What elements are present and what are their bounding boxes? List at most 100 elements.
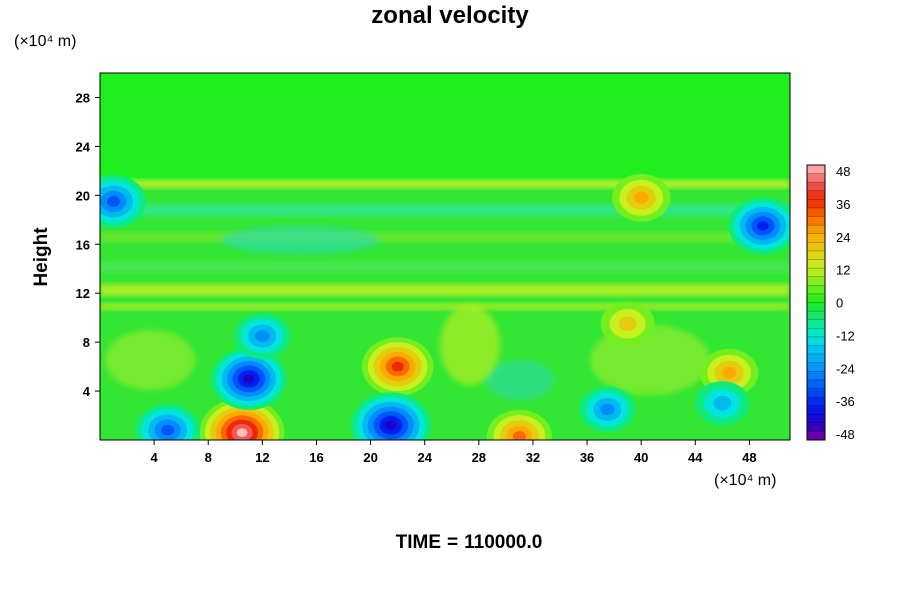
colorbar-swatch-11: [807, 259, 825, 269]
colorbar-swatch-12: [807, 268, 825, 278]
x-tick-label-6: 28: [472, 450, 486, 465]
upper-band: [100, 73, 790, 181]
x-tick-label-8: 36: [580, 450, 594, 465]
layer-band-11: [100, 303, 790, 310]
feature-9: [699, 348, 759, 397]
x-tick-label-10: 44: [688, 450, 703, 465]
feature-6: [611, 173, 671, 222]
colorbar-frame: [806, 164, 826, 441]
x-unit-label: (×10⁴ m): [714, 472, 777, 489]
layer-band-16: [100, 232, 790, 242]
colorbar-swatch-4: [807, 199, 825, 209]
feature-2: [361, 337, 434, 396]
colorbar-swatch-31: [807, 431, 825, 441]
feature-6-contour-3: [633, 191, 649, 204]
colorbar-swatch-1: [807, 173, 825, 183]
colorbar-swatch-28: [807, 405, 825, 415]
y-tick-label-2: 12: [76, 286, 90, 301]
chart-title: zonal velocity: [371, 2, 529, 29]
layer-band-20: [100, 180, 790, 188]
x-tick-label-1: 8: [205, 450, 212, 465]
time-readout: TIME = 110000.0: [0, 532, 900, 554]
layer-band-12: [100, 284, 790, 296]
feature-8-contour-2: [618, 316, 637, 332]
colorbar: 48 36 24 12 0 -12 -24 -36 -48: [806, 164, 855, 442]
colorbar-swatch-5: [807, 207, 825, 217]
feature-2-contour-5: [391, 361, 404, 372]
y-unit-label: (×10⁴ m): [14, 33, 77, 50]
feature-10: [135, 403, 201, 440]
colorbar-tick-label-0: 48: [836, 164, 850, 179]
feature-7-contour-5: [757, 221, 769, 231]
feature-3-contour-6: [385, 420, 397, 431]
feature-10-contour-4: [161, 424, 175, 436]
x-tick-label-5: 24: [417, 450, 432, 465]
colorbar-swatch-19: [807, 328, 825, 338]
colorbar-swatch-9: [807, 242, 825, 252]
colorbar-swatch-2: [807, 182, 825, 192]
x-tick-label-0: 4: [151, 450, 159, 465]
plot-frame: [99, 72, 791, 441]
x-tick-label-7: 32: [526, 450, 540, 465]
feature-5: [234, 313, 291, 360]
time-equals: =: [447, 532, 459, 553]
feature-1-contour-4: [512, 431, 526, 440]
colorbar-tick-label-6: -24: [836, 361, 855, 376]
colorbar-tick-label-1: 36: [836, 197, 850, 212]
colorbar-swatch-6: [807, 216, 825, 226]
colorbar-swatch-22: [807, 354, 825, 363]
colorbar-swatch-17: [807, 311, 825, 320]
colorbar-tick-label-2: 24: [836, 230, 850, 245]
y-tick-label-5: 24: [76, 139, 91, 154]
colorbar-swatch-3: [807, 190, 825, 200]
colorbar-tick-label-5: -12: [836, 328, 855, 343]
feature-5-contour-3: [255, 330, 270, 342]
colorbar-swatch-30: [807, 422, 825, 432]
colorbar-swatch-29: [807, 414, 825, 424]
colorbar-swatch-21: [807, 345, 825, 355]
x-tick-label-9: 40: [634, 450, 648, 465]
feature-4-contour-6: [243, 374, 255, 384]
colorbar-swatch-13: [807, 276, 825, 286]
feature-4: [210, 347, 287, 411]
feature-8: [600, 301, 655, 346]
colorbar-swatch-8: [807, 233, 825, 243]
blob-yellow-2: [105, 330, 195, 390]
colorbar-swatch-10: [807, 250, 825, 260]
feature-7: [728, 197, 790, 255]
time-value: 110000.0: [464, 532, 543, 553]
time-label: TIME: [395, 532, 442, 553]
feature-12: [579, 386, 636, 433]
y-tick-label-3: 16: [76, 237, 90, 252]
y-tick-label-4: 20: [76, 188, 90, 203]
colorbar-swatch-27: [807, 397, 825, 406]
x-tick-label-3: 16: [309, 450, 323, 465]
field-layer: [100, 73, 790, 440]
y-tick-label-0: 4: [83, 384, 91, 399]
feature-12-contour-3: [600, 403, 615, 416]
colorbar-tick-label-4: 0: [836, 296, 843, 311]
feature-13-contour-2: [713, 395, 732, 411]
x-tick-label-11: 48: [742, 450, 756, 465]
feature-9-contour-3: [721, 366, 737, 379]
colorbar-swatch-16: [807, 302, 825, 312]
colorbar-swatch-14: [807, 285, 825, 295]
feature-0: [199, 397, 285, 440]
feature-13: [695, 381, 750, 426]
feature-0-contour-7: [236, 428, 248, 437]
colorbar-tick-label-3: 12: [836, 263, 850, 278]
layer-band-18: [100, 204, 790, 216]
colorbar-swatch-20: [807, 336, 825, 346]
colorbar-swatch-25: [807, 379, 825, 389]
x-tick-label-2: 12: [255, 450, 269, 465]
blob-yellow-1: [440, 305, 500, 385]
colorbar-swatch-26: [807, 388, 825, 398]
colorbar-tick-label-8: -48: [836, 427, 855, 442]
colorbar-swatch-18: [807, 319, 825, 329]
x-tick-label-4: 20: [363, 450, 377, 465]
y-tick-label-6: 28: [76, 90, 90, 105]
blob-cyan-2: [485, 360, 555, 400]
feature-11-contour-4: [107, 196, 121, 207]
y-tick-label-1: 8: [83, 335, 90, 350]
